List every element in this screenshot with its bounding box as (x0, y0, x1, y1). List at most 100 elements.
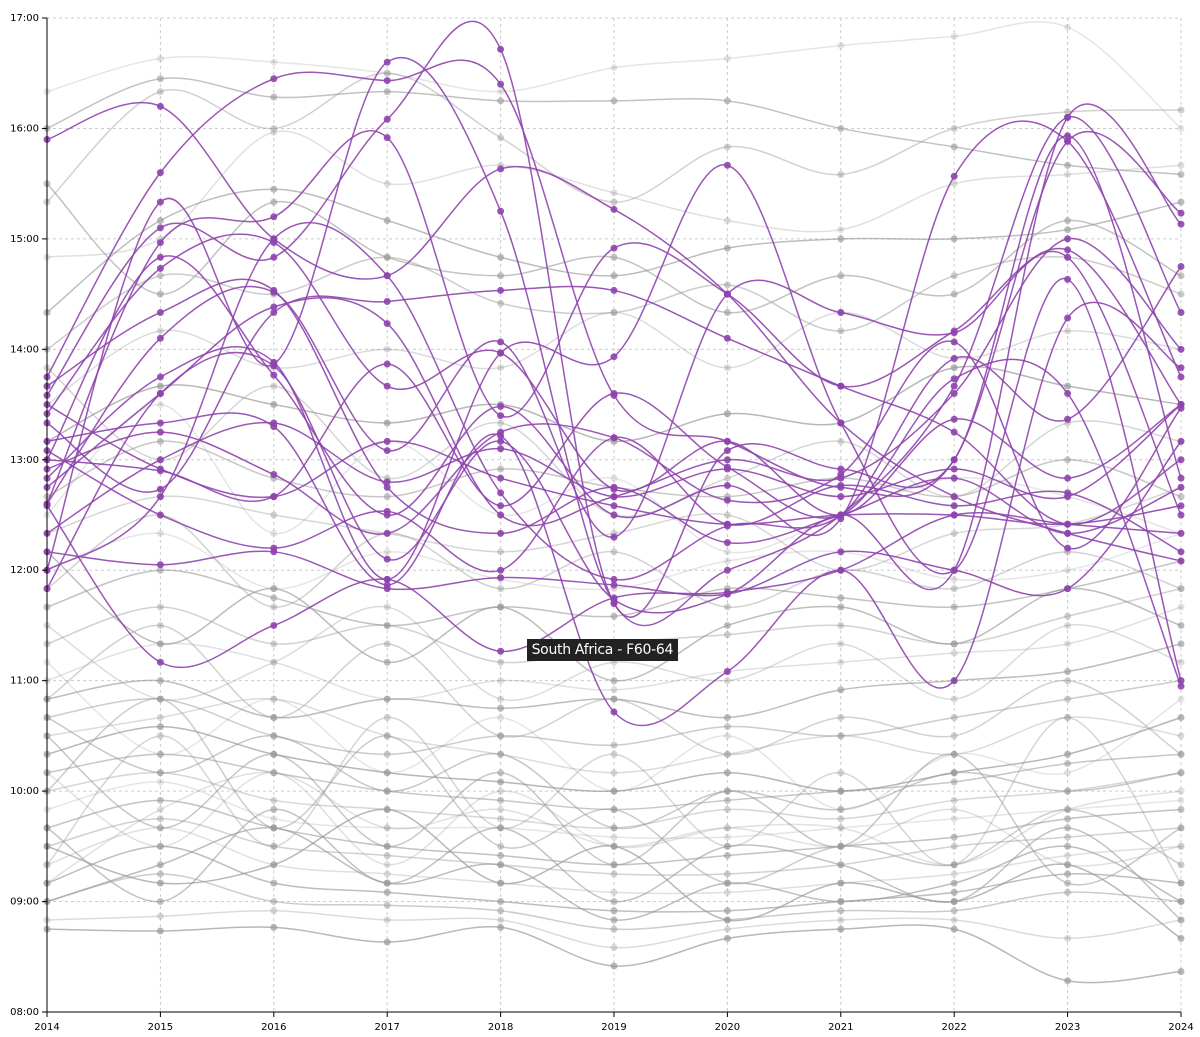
highlighted-series-point (497, 412, 505, 420)
background-series-point (1064, 226, 1072, 234)
background-series-point (950, 870, 958, 878)
highlighted-series-point (950, 474, 958, 482)
background-series-point (950, 861, 958, 869)
highlighted-series-point (1064, 132, 1072, 140)
x-tick-label: 2019 (601, 1022, 626, 1033)
y-tick-label: 11:00 (10, 676, 39, 687)
background-series-point (1064, 612, 1072, 620)
highlighted-series-point (383, 115, 391, 123)
background-series-point (837, 594, 845, 602)
highlighted-series-point (497, 566, 505, 574)
background-series-point (1177, 124, 1185, 132)
background-series-point (497, 465, 505, 473)
background-series-point (1064, 870, 1072, 878)
x-tick-label: 2016 (261, 1022, 286, 1033)
y-tick: 16:00 (10, 123, 47, 134)
highlighted-series-line (46, 120, 1182, 537)
background-series-point (497, 97, 505, 105)
background-series-point (723, 621, 731, 629)
background-series-point (156, 796, 164, 804)
background-series-point (383, 69, 391, 77)
background-series-point (1177, 750, 1185, 758)
background-series-point (156, 861, 164, 869)
background-series-point (1064, 108, 1072, 116)
background-series-point (837, 861, 845, 869)
background-series-point (610, 189, 618, 197)
background-series-point (497, 898, 505, 906)
background-series-point (950, 815, 958, 823)
background-series-line (46, 606, 1182, 701)
y-tick: 14:00 (10, 344, 47, 355)
background-series-point (837, 658, 845, 666)
background-series-point (383, 879, 391, 887)
background-series-point (1064, 769, 1072, 777)
background-series-point (1177, 861, 1185, 869)
y-tick-label: 09:00 (10, 897, 39, 908)
background-series-point (270, 750, 278, 758)
highlighted-series-point (156, 198, 164, 206)
background-series-point (610, 695, 618, 703)
background-series-point (610, 842, 618, 850)
highlighted-series-line (46, 278, 1182, 544)
background-series-point (497, 769, 505, 777)
background-series-line (46, 771, 1182, 866)
background-series-point (383, 769, 391, 777)
background-series-point (837, 907, 845, 915)
background-series-point (1177, 916, 1185, 924)
highlighted-series-point (723, 667, 731, 675)
background-series-point (1177, 621, 1185, 629)
highlighted-series-point (950, 566, 958, 574)
background-series-point (950, 124, 958, 132)
highlighted-series-point (1064, 235, 1072, 243)
x-tick: 2023 (1055, 1012, 1080, 1033)
x-tick: 2018 (488, 1012, 513, 1033)
background-series-point (270, 769, 278, 777)
background-series-point (1064, 815, 1072, 823)
y-tick: 12:00 (10, 565, 47, 576)
highlighted-series-point (270, 286, 278, 294)
highlighted-series-point (156, 169, 164, 177)
background-series-point (1064, 621, 1072, 629)
y-tick-label: 15:00 (10, 234, 39, 245)
background-series-point (383, 253, 391, 261)
highlighted-series-point (950, 382, 958, 390)
background-series-point (270, 907, 278, 915)
background-series-point (950, 888, 958, 896)
background-series-point (383, 658, 391, 666)
highlighted-series-point (156, 485, 164, 493)
highlighted-series-line (46, 440, 1182, 597)
highlighted-series-point (497, 349, 505, 357)
background-series-point (270, 594, 278, 602)
tooltip: South Africa - F60-64 (526, 639, 679, 662)
highlighted-series-point (383, 58, 391, 66)
highlighted-series-point (497, 437, 505, 445)
highlighted-series-point (723, 334, 731, 342)
background-series-point (837, 713, 845, 721)
background-series-point (497, 677, 505, 685)
background-series-point (156, 842, 164, 850)
highlighted-series-point (156, 253, 164, 261)
background-series-point (1064, 640, 1072, 648)
background-series-line (46, 716, 1182, 830)
highlighted-series-point (610, 485, 618, 493)
highlighted-series-point (497, 428, 505, 436)
highlighted-series-point (723, 437, 731, 445)
x-tick-label: 2024 (1168, 1022, 1193, 1033)
background-series-point (610, 612, 618, 620)
y-tick-label: 12:00 (10, 565, 39, 576)
y-tick: 13:00 (10, 455, 47, 466)
background-series-point (723, 806, 731, 814)
highlighted-series-group (43, 20, 1185, 727)
highlighted-series-point (497, 338, 505, 346)
highlighted-series-point (1177, 404, 1185, 412)
background-series-point (156, 778, 164, 786)
background-series-point (270, 529, 278, 537)
highlighted-series-point (610, 353, 618, 361)
highlighted-series-point (837, 419, 845, 427)
background-series-line (46, 808, 1182, 921)
background-series-point (1177, 806, 1185, 814)
background-series-point (156, 695, 164, 703)
background-series-point (497, 585, 505, 593)
background-series-point (497, 923, 505, 931)
